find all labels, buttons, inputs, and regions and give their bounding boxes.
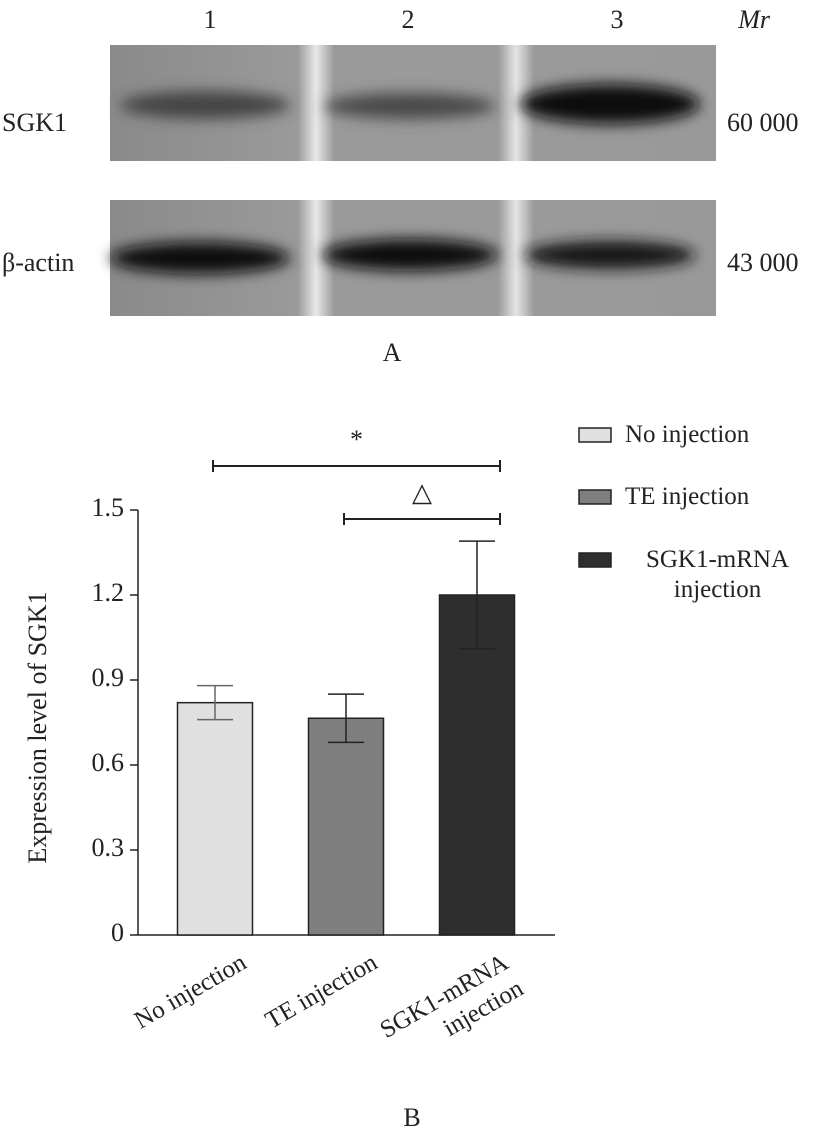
significance-mark: △: [412, 478, 432, 507]
lane-label: 2: [402, 5, 415, 34]
lane-label: 3: [611, 5, 624, 34]
y-tick-label: 0.3: [92, 833, 125, 862]
y-axis-label: Expression level of SGK1: [23, 591, 52, 863]
bar: [307, 717, 385, 936]
bar: [438, 594, 516, 936]
legend-label: TE injection: [625, 483, 750, 510]
blot-image: [110, 45, 716, 316]
legend-swatch: [578, 427, 612, 443]
y-tick-label: 1.5: [92, 493, 125, 522]
row-label: SGK1: [2, 108, 67, 137]
y-tick-label: 1.2: [92, 578, 125, 607]
y-tick-label: 0.6: [92, 748, 125, 777]
mr-header: Mr: [737, 5, 771, 34]
legend-swatch: [578, 489, 612, 505]
lane-label: 1: [204, 5, 217, 34]
significance-mark: *: [350, 425, 363, 454]
y-tick-label: 0: [111, 918, 124, 947]
mr-label: 43 000: [727, 248, 799, 277]
legend-label: No injection: [625, 421, 750, 448]
bar: [176, 701, 254, 936]
y-tick-label: 0.9: [92, 663, 125, 692]
row-label: β-actin: [2, 248, 74, 277]
mr-label: 60 000: [727, 108, 799, 137]
legend-label: SGK1-mRNA injection: [645, 546, 790, 603]
panel-label: B: [403, 1103, 420, 1132]
panel-label: A: [383, 338, 402, 367]
legend-swatch: [578, 552, 612, 568]
